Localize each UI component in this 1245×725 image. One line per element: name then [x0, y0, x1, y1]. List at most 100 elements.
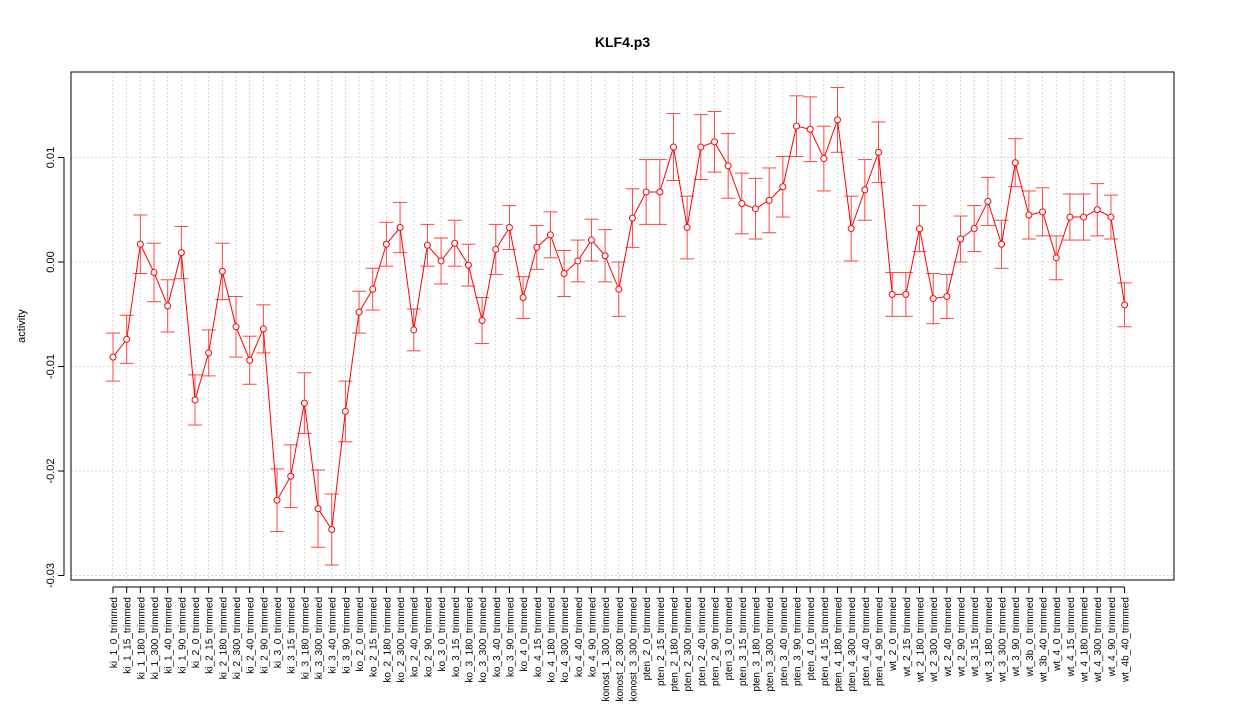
chart-title: KLF4.p3 [594, 34, 651, 50]
data-point [724, 162, 732, 170]
x-tick-label: ki_3_0_trimmed [273, 597, 284, 668]
x-tick-label: ki_3_300_trimmed [314, 597, 325, 679]
x-tick-label: ki_1_0_trimmed [109, 597, 120, 668]
data-point [574, 257, 582, 265]
x-tick-label: wt_4b_40_trimmed [1121, 597, 1132, 683]
x-tick-label: pten_4_15_trimmed [820, 597, 831, 686]
data-point [1052, 254, 1060, 262]
x-tick-label: wt_2_90_trimmed [957, 597, 968, 677]
x-tick-label: ko_2_15_trimmed [369, 597, 380, 677]
data-point [1039, 208, 1047, 216]
data-point [1093, 206, 1101, 214]
data-point [410, 326, 418, 334]
data-point [669, 143, 677, 151]
x-tick-label: ko_2_300_trimmed [396, 597, 407, 683]
x-tick-label: ko_4_0_trimmed [519, 597, 530, 671]
data-point [1107, 213, 1115, 221]
x-tick-label: wt_2_180_trimmed [916, 597, 927, 683]
data-point [109, 353, 117, 361]
x-tick-label: ko_4_180_trimmed [546, 597, 557, 683]
data-point [1121, 301, 1129, 309]
x-tick-label: ko_3_300_trimmed [478, 597, 489, 683]
data-point [793, 122, 800, 130]
data-point [505, 224, 513, 232]
x-tick-label: ki_1_90_trimmed [177, 597, 188, 674]
data-point [423, 241, 431, 249]
x-tick-label: ko_2_90_trimmed [423, 597, 434, 677]
data-point [875, 148, 883, 156]
x-tick-label: ki_3_180_trimmed [300, 597, 311, 679]
x-tick-label: ko_3_0_trimmed [437, 597, 448, 671]
x-tick-label: pten_4_300_trimmed [847, 597, 858, 692]
data-point [218, 267, 226, 275]
x-tick-label: pten_2_15_trimmed [656, 597, 667, 686]
y-axis: -0.03 -0.02 -0.01 0.00 0.01 [45, 147, 65, 588]
x-tick-label: ki_1_40_trimmed [164, 597, 175, 674]
data-point [369, 285, 377, 293]
data-point [300, 399, 308, 407]
x-tick-label: wt_3b_0_trimmed [1025, 597, 1036, 677]
data-point [765, 196, 773, 204]
data-point [642, 188, 650, 196]
data-point [738, 199, 746, 207]
data-point [437, 257, 445, 265]
data-point [710, 138, 718, 146]
x-tick-label: ki_2_180_trimmed [218, 597, 229, 679]
x-axis: ki_1_0_trimmed ki_1_15_trimmed ki_1_180_tr… [109, 586, 1132, 702]
data-point [150, 268, 158, 276]
data-point [929, 295, 937, 303]
y-tick-label: -0.03 [45, 563, 57, 588]
data-point [902, 290, 910, 298]
x-tick-label: wt_3_15_trimmed [970, 597, 981, 677]
data-point [970, 225, 978, 233]
data-point [191, 396, 199, 404]
x-tick-label: ki_1_180_trimmed [136, 597, 147, 679]
x-tick-label: pten_3_15_trimmed [738, 597, 749, 686]
x-tick-label: ki_3_15_trimmed [287, 597, 298, 674]
data-point [683, 224, 691, 232]
x-tick-label: pten_4_0_trimmed [806, 597, 817, 680]
data-point [232, 323, 240, 331]
data-point [984, 197, 992, 205]
data-point [328, 526, 336, 534]
data-point [259, 325, 267, 333]
data-point [478, 317, 486, 325]
y-tick-label: -0.01 [45, 354, 57, 379]
data-point [888, 290, 896, 298]
x-tick-label: konost_1_300_trimmed [601, 597, 612, 702]
x-tick-label: ki_1_300_trimmed [150, 597, 161, 679]
x-tick-label: ko_4_15_trimmed [533, 597, 544, 677]
data-point [656, 188, 664, 196]
plot-frame [70, 71, 1175, 581]
x-tick-label: ki_1_15_trimmed [123, 597, 134, 674]
data-point [697, 143, 705, 151]
x-tick-label: ki_2_40_trimmed [246, 597, 257, 674]
data-point [492, 245, 500, 253]
x-tick-label: wt_3_90_trimmed [1011, 597, 1022, 677]
data-point [177, 249, 185, 257]
y-tick-label: 0.00 [45, 251, 57, 272]
x-tick-label: wt_4_90_trimmed [1107, 597, 1118, 677]
data-point [546, 231, 554, 239]
x-tick-label: wt_4_15_trimmed [1066, 597, 1077, 677]
data-point [820, 155, 828, 163]
x-tick-label: wt_3_300_trimmed [998, 597, 1009, 683]
x-tick-label: ki_2_90_trimmed [259, 597, 270, 674]
x-tick-label: wt_2_300_trimmed [929, 597, 940, 683]
x-tick-label: pten_4_180_trimmed [834, 597, 845, 692]
x-tick-label: wt_4_180_trimmed [1080, 597, 1091, 683]
x-tick-label: ko_4_40_trimmed [574, 597, 585, 677]
x-tick-label: ko_3_40_trimmed [492, 597, 503, 677]
data-point [355, 308, 363, 316]
x-tick-label: wt_4_0_trimmed [1052, 597, 1063, 672]
data-point [396, 224, 404, 232]
x-tick-label: ko_3_90_trimmed [505, 597, 516, 677]
data-point [341, 407, 349, 415]
data-point [834, 116, 842, 124]
data-point [1025, 211, 1033, 219]
x-tick-label: ko_2_0_trimmed [355, 597, 366, 671]
y-tick-label: -0.02 [45, 458, 57, 483]
x-tick-label: pten_4_90_trimmed [875, 597, 886, 686]
data-point [382, 240, 390, 248]
